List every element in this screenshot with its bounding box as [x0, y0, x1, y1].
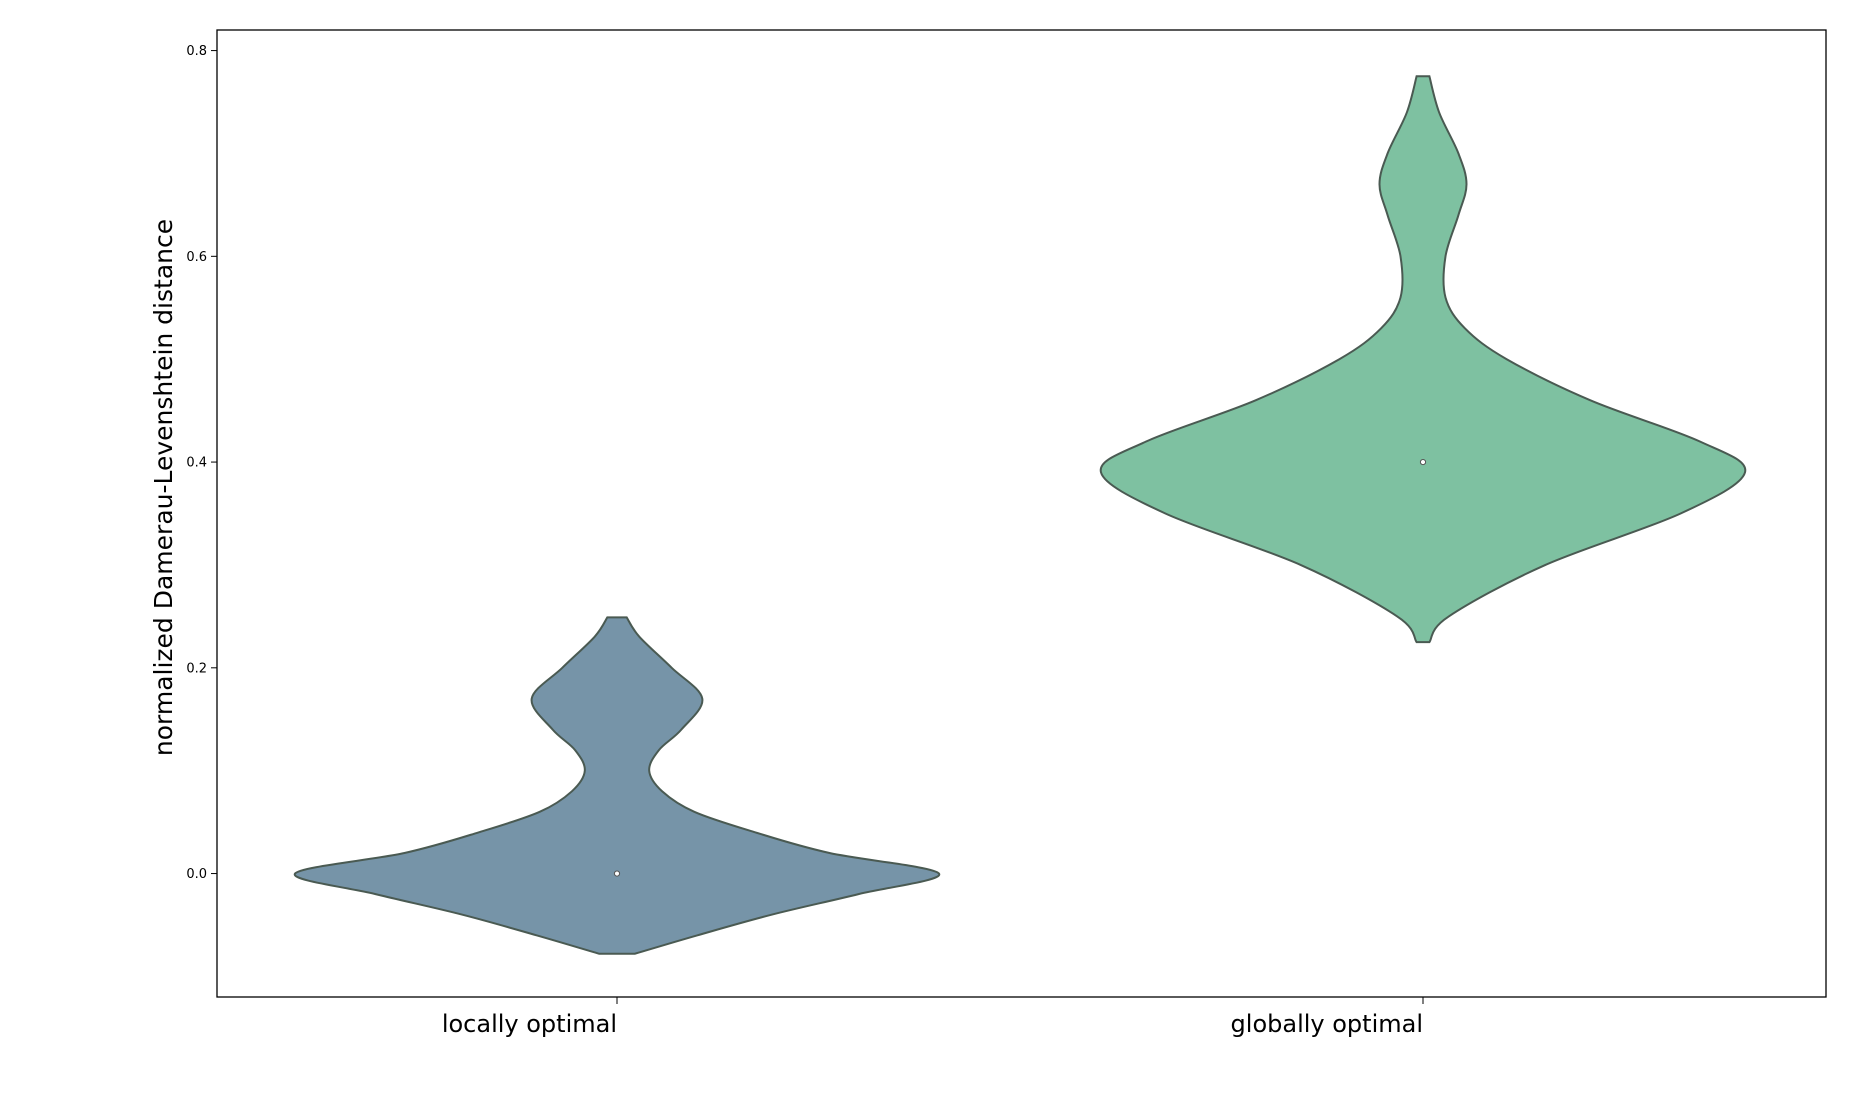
violins-layer — [293, 75, 1747, 955]
y-tick-label: 0.4 — [186, 456, 207, 471]
median-point-locally-optimal — [613, 870, 621, 877]
x-tick-label: locally optimal — [442, 1010, 617, 1038]
violin-globally-optimal — [1099, 75, 1747, 644]
x-axis-ticks: locally optimal globally optimal — [442, 997, 1424, 1038]
axes-frame — [216, 29, 1827, 998]
y-axis-label: normalized Damerau-Levenshtein distance — [149, 219, 178, 756]
y-tick-label: 0.2 — [186, 661, 207, 676]
median-point-globally-optimal — [1419, 458, 1427, 466]
violin-locally-optimal — [293, 616, 941, 955]
x-tick-label: globally optimal — [1231, 1010, 1423, 1038]
y-tick-label: 0.0 — [186, 867, 207, 882]
y-axis-ticks: 0.0 0.2 0.4 0.6 0.8 — [186, 44, 217, 882]
y-tick-label: 0.8 — [186, 44, 207, 59]
y-tick-label: 0.6 — [186, 250, 207, 265]
medians-layer — [613, 458, 1427, 877]
